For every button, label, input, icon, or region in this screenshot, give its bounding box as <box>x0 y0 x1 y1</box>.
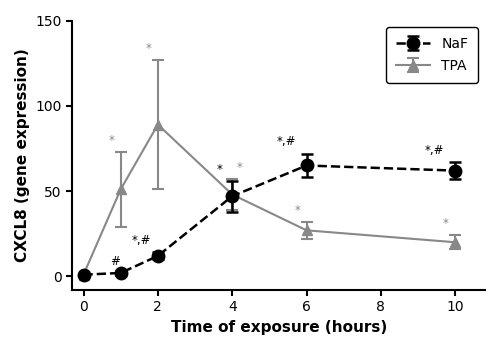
Text: *: * <box>443 217 449 230</box>
Text: *: * <box>294 204 300 217</box>
Text: *: * <box>236 161 242 174</box>
Text: *,#: *,# <box>425 144 444 157</box>
X-axis label: Time of exposure (hours): Time of exposure (hours) <box>170 320 387 335</box>
Text: *: * <box>146 42 152 55</box>
Text: *: * <box>108 134 114 147</box>
Text: *,#: *,# <box>276 135 296 148</box>
Text: #: # <box>110 255 120 268</box>
Text: *: * <box>216 163 222 176</box>
Text: *,#: *,# <box>132 234 151 247</box>
Legend: NaF, TPA: NaF, TPA <box>386 27 478 83</box>
Y-axis label: CXCL8 (gene expression): CXCL8 (gene expression) <box>15 48 30 262</box>
